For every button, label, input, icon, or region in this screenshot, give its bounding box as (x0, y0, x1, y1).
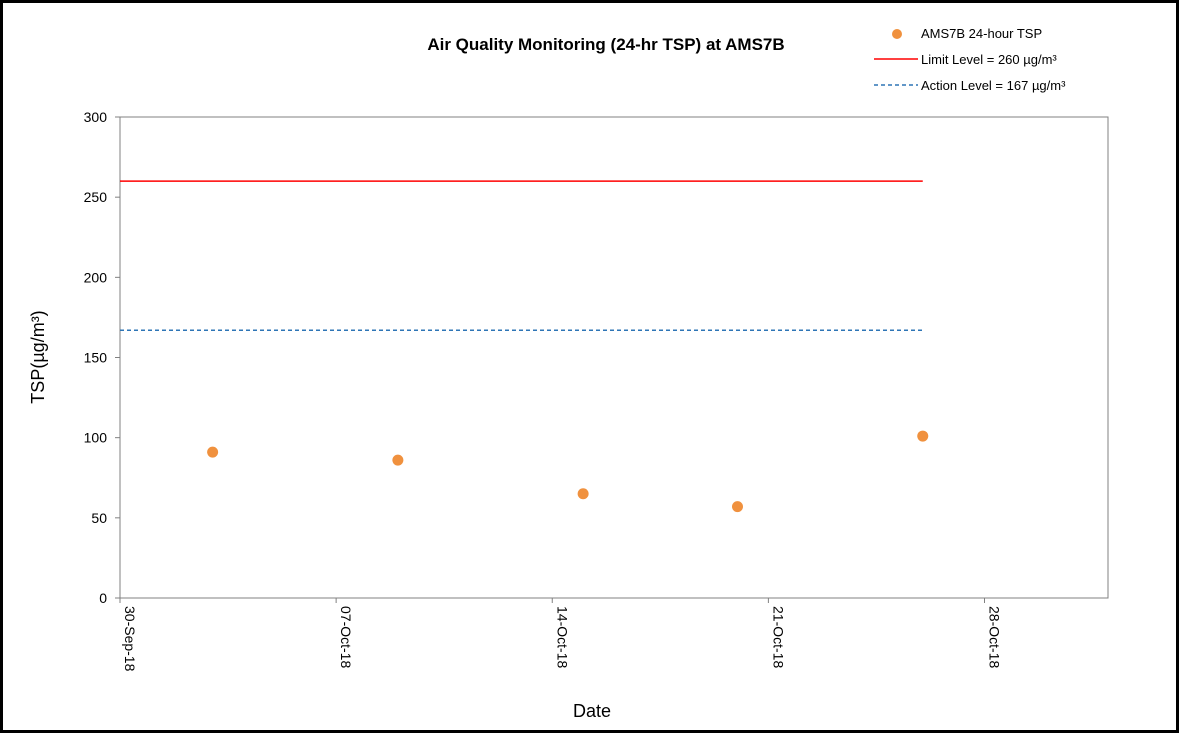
x-axis: 30-Sep-18 07-Oct-18 14-Oct-18 21-Oct-18 28-O… (119, 598, 1003, 672)
legend-label: AMS7B 24-hour TSP (921, 26, 1042, 41)
data-point (732, 501, 743, 513)
y-tick-label: 200 (84, 269, 108, 285)
data-point (577, 488, 589, 500)
legend-marker (892, 29, 902, 39)
y-tick-label: 0 (99, 590, 107, 606)
data-point (207, 446, 219, 458)
x-tick-label: 14-Oct-18 (554, 606, 570, 668)
x-tick-label: 21-Oct-18 (770, 606, 786, 668)
x-tick-label: 28-Oct-18 (987, 606, 1003, 668)
y-tick-label: 50 (91, 510, 107, 526)
legend-label: Action Level = 167 µg/m³ (921, 78, 1066, 93)
x-axis-title: Date (573, 701, 611, 721)
plot-area (119, 116, 1109, 599)
y-axis-title: TSP(µg/m³) (28, 310, 48, 403)
legend-label: Limit Level = 260 µg/m³ (921, 52, 1057, 67)
x-tick-label: 30-Sep-18 (122, 606, 138, 672)
x-tick-label: 07-Oct-18 (338, 606, 354, 668)
y-tick-label: 300 (84, 109, 108, 125)
y-tick-label: 250 (84, 189, 108, 205)
data-point (392, 454, 404, 466)
data-point (917, 430, 929, 442)
series-layer (120, 180, 929, 513)
chart-title: Air Quality Monitoring (24-hr TSP) at AM… (427, 35, 784, 54)
y-axis: 0 50 100 150 200 250 300 (84, 109, 120, 606)
y-tick-label: 150 (84, 350, 108, 366)
legend: AMS7B 24-hour TSP Limit Level = 260 µg/m³… (874, 26, 1066, 93)
y-tick-label: 100 (84, 430, 108, 446)
